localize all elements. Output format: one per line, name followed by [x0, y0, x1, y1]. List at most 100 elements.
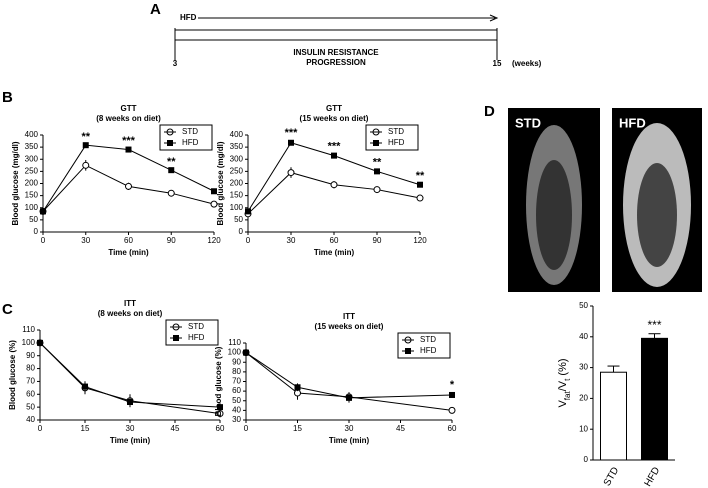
- marker: [211, 188, 217, 195]
- legend-label: HFD: [388, 138, 405, 147]
- timeline-diet: HFD: [180, 13, 197, 22]
- image-label: STD: [515, 115, 541, 130]
- y-axis-label: Blood glucose (mg/dl): [11, 141, 20, 225]
- marker: [330, 181, 338, 189]
- marker: [125, 146, 132, 153]
- marker: [40, 208, 46, 215]
- series-line: [245, 352, 453, 411]
- image-label: HFD: [619, 115, 646, 130]
- significance: *: [450, 379, 455, 391]
- timeline-start: 3: [173, 59, 178, 68]
- marker: [210, 200, 218, 208]
- y-tick-label: 400: [230, 130, 244, 139]
- y-tick-label: 100: [230, 203, 244, 212]
- legend-label: STD: [188, 322, 204, 331]
- y-tick-label: 40: [579, 332, 588, 341]
- y-tick-label: 150: [230, 191, 244, 200]
- marker: [217, 404, 223, 411]
- significance: **: [416, 170, 425, 182]
- y-tick-label: 100: [22, 338, 36, 347]
- y-tick-label: 70: [232, 377, 241, 386]
- marker: [127, 399, 133, 405]
- y-tick-label: 40: [232, 405, 241, 414]
- panel-label: B: [2, 89, 13, 106]
- chart-subtitle: (15 weeks on diet): [315, 322, 384, 331]
- legend-label: HFD: [420, 346, 437, 355]
- y-axis-label: Blood glucose (%): [214, 346, 223, 416]
- y-tick-label: 50: [234, 215, 243, 224]
- chart-title: GTT: [326, 104, 342, 113]
- x-tick-label: 0: [38, 424, 43, 433]
- y-axis-label-part: (%): [557, 358, 569, 378]
- chart-title: ITT: [124, 299, 136, 308]
- y-tick-label: 0: [584, 455, 589, 464]
- chart-title: ITT: [343, 312, 355, 321]
- x-tick-label: 0: [244, 424, 249, 433]
- marker: [168, 167, 175, 174]
- x-axis-label: Time (min): [329, 436, 370, 445]
- marker: [448, 406, 456, 414]
- y-axis-label-part: /V: [557, 380, 569, 391]
- y-tick-label: 350: [230, 142, 244, 151]
- marker: [167, 189, 175, 197]
- x-tick-label: HFD: [643, 465, 663, 488]
- y-axis-label-part: fat: [563, 391, 572, 401]
- x-tick-label: 60: [124, 236, 133, 245]
- marker: [374, 168, 380, 175]
- y-tick-label: 90: [232, 357, 241, 366]
- y-tick-label: 100: [228, 348, 242, 357]
- y-tick-label: 80: [26, 364, 35, 373]
- x-axis-label: Time (min): [108, 248, 149, 257]
- y-tick-label: 80: [232, 367, 241, 376]
- timeline-unit: (weeks): [512, 59, 542, 68]
- y-axis-label: Vfat/Vt (%): [557, 358, 572, 407]
- series-line: [247, 172, 421, 215]
- significance: ***: [122, 135, 136, 147]
- legend-label: STD: [388, 127, 404, 136]
- y-tick-label: 50: [29, 215, 38, 224]
- x-axis-label: Time (min): [110, 436, 151, 445]
- bar: [641, 337, 668, 461]
- y-tick-label: 0: [239, 227, 244, 236]
- chart-subtitle: (15 weeks on diet): [300, 114, 369, 123]
- mri-images: STD HFD: [508, 108, 702, 292]
- y-tick-label: 50: [579, 301, 588, 310]
- timeline-label: PROGRESSION: [306, 58, 366, 67]
- x-tick-label: 15: [81, 424, 90, 433]
- x-tick-label: 60: [330, 236, 339, 245]
- y-tick-label: 60: [26, 389, 35, 398]
- timeline-label: INSULIN RESISTANCE: [293, 48, 379, 57]
- y-tick-label: 300: [25, 154, 39, 163]
- significance: ***: [285, 127, 299, 139]
- y-tick-label: 150: [25, 191, 39, 200]
- x-tick-label: 30: [287, 236, 296, 245]
- y-tick-label: 70: [26, 377, 35, 386]
- series-line: [245, 352, 453, 399]
- x-tick-label: 30: [126, 424, 135, 433]
- y-axis-label: Blood glucose (mg/dl): [216, 141, 225, 225]
- bar: [600, 371, 627, 461]
- y-tick-label: 100: [25, 203, 39, 212]
- y-tick-label: 250: [25, 166, 39, 175]
- legend-box: [365, 124, 419, 151]
- marker: [294, 384, 301, 391]
- legend-box: [165, 319, 219, 346]
- x-tick-label: 120: [207, 236, 221, 245]
- y-axis-label-part: t: [563, 378, 572, 381]
- legend-label: STD: [420, 335, 436, 344]
- marker: [373, 186, 381, 194]
- x-tick-label: 90: [373, 236, 382, 245]
- y-tick-label: 30: [579, 363, 588, 372]
- marker: [243, 349, 249, 356]
- y-axis-label-part: V: [557, 400, 569, 408]
- marker: [449, 391, 455, 398]
- y-tick-label: 50: [232, 396, 241, 405]
- legend-label: HFD: [182, 138, 199, 147]
- y-tick-label: 30: [232, 415, 241, 424]
- x-tick-label: STD: [602, 465, 622, 488]
- y-tick-label: 90: [26, 351, 35, 360]
- marker: [416, 194, 424, 202]
- marker: [82, 161, 90, 169]
- chart-title: GTT: [121, 104, 137, 113]
- x-tick-label: 45: [396, 424, 405, 433]
